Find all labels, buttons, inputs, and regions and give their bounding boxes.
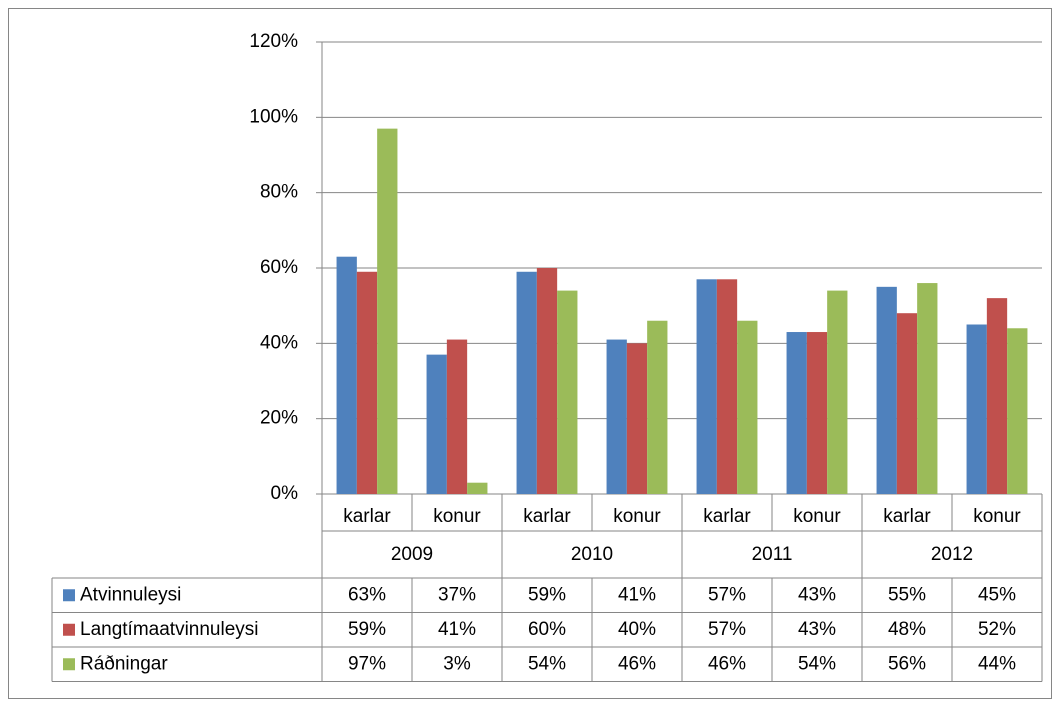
bar bbox=[917, 283, 938, 494]
table-value: 40% bbox=[618, 619, 656, 640]
bar bbox=[827, 290, 848, 494]
table-value: 52% bbox=[978, 619, 1016, 640]
bar bbox=[626, 343, 648, 494]
legend-swatch bbox=[63, 589, 75, 602]
legend-swatch bbox=[63, 623, 75, 636]
table-value: 48% bbox=[888, 619, 926, 640]
table-value: 54% bbox=[528, 653, 566, 674]
y-tick-label: 80% bbox=[260, 182, 298, 203]
table-value: 37% bbox=[438, 584, 476, 605]
bar bbox=[896, 313, 918, 494]
table-value: 59% bbox=[528, 584, 566, 605]
table-value: 41% bbox=[618, 584, 656, 605]
table-value: 43% bbox=[798, 619, 836, 640]
legend-swatch bbox=[63, 658, 75, 671]
table-value: 41% bbox=[438, 619, 476, 640]
table-value: 3% bbox=[443, 653, 471, 674]
table-value: 60% bbox=[528, 619, 566, 640]
bar bbox=[536, 268, 558, 494]
chart-border bbox=[8, 8, 1052, 699]
bar bbox=[467, 482, 488, 494]
bar bbox=[647, 320, 668, 494]
y-tick-label: 100% bbox=[249, 106, 298, 127]
bar bbox=[336, 256, 357, 494]
x-tick-label: konur bbox=[433, 506, 481, 527]
legend-label: Ráðningar bbox=[80, 653, 168, 674]
bar bbox=[966, 324, 987, 494]
y-tick-label: 120% bbox=[249, 31, 298, 52]
x-tick-label: karlar bbox=[343, 506, 391, 527]
table-value: 44% bbox=[978, 653, 1016, 674]
table-value: 46% bbox=[618, 653, 656, 674]
bar bbox=[606, 339, 627, 494]
group-label: 2011 bbox=[752, 544, 793, 565]
bar bbox=[986, 298, 1008, 494]
group-label: 2010 bbox=[571, 544, 613, 565]
x-tick-label: karlar bbox=[703, 506, 751, 527]
table-value: 57% bbox=[708, 584, 746, 605]
table-value: 43% bbox=[798, 584, 836, 605]
bar bbox=[557, 290, 578, 494]
bar bbox=[1007, 328, 1028, 494]
legend-label: Langtímaatvinnuleysi bbox=[80, 619, 259, 640]
table-value: 54% bbox=[798, 653, 836, 674]
table-value: 97% bbox=[348, 653, 386, 674]
bar bbox=[356, 271, 378, 494]
y-tick-label: 40% bbox=[260, 332, 298, 353]
table-value: 63% bbox=[348, 584, 386, 605]
bar bbox=[426, 354, 447, 494]
table-value: 56% bbox=[888, 653, 926, 674]
y-tick-label: 0% bbox=[271, 483, 299, 504]
y-tick-label: 60% bbox=[260, 257, 298, 278]
bar bbox=[786, 332, 807, 494]
bar bbox=[696, 279, 717, 494]
legend-label: Atvinnuleysi bbox=[80, 584, 181, 605]
x-tick-label: konur bbox=[613, 506, 661, 527]
table-value: 59% bbox=[348, 619, 386, 640]
table-value: 45% bbox=[978, 584, 1016, 605]
x-tick-label: konur bbox=[973, 506, 1021, 527]
group-label: 2009 bbox=[391, 544, 433, 565]
bar bbox=[737, 320, 758, 494]
x-tick-label: karlar bbox=[523, 506, 571, 527]
bar bbox=[806, 332, 828, 494]
bar bbox=[377, 128, 398, 494]
bar bbox=[876, 286, 897, 494]
bar bbox=[446, 339, 468, 494]
bar bbox=[516, 271, 537, 494]
y-tick-label: 20% bbox=[260, 408, 298, 429]
table-value: 46% bbox=[708, 653, 746, 674]
x-tick-label: konur bbox=[793, 506, 841, 527]
table-value: 57% bbox=[708, 619, 746, 640]
x-tick-label: karlar bbox=[883, 506, 931, 527]
bar bbox=[716, 279, 738, 494]
table-value: 55% bbox=[888, 584, 926, 605]
group-label: 2012 bbox=[931, 544, 973, 565]
